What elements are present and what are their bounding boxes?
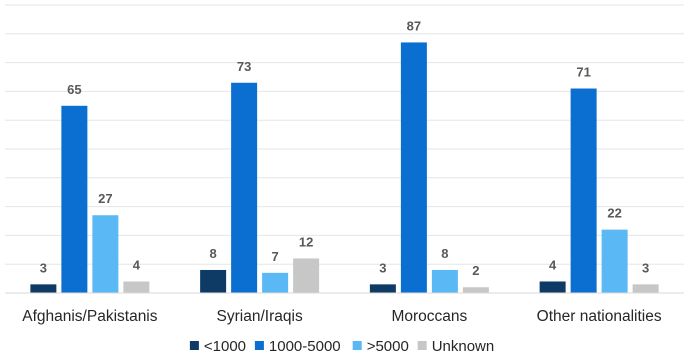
value-labels: 3 65 27 4 8 73 7 12 3 87 8 2 4 71 22 3 xyxy=(40,18,649,278)
bar xyxy=(123,281,150,293)
data-label: 8 xyxy=(210,246,217,261)
bar xyxy=(601,229,628,293)
category-label: Moroccans xyxy=(391,308,467,325)
data-label: 4 xyxy=(133,257,141,272)
data-label: 8 xyxy=(441,246,448,261)
data-label: 4 xyxy=(549,257,557,272)
data-label: 71 xyxy=(576,65,590,80)
legend-item: <1000 xyxy=(189,338,246,355)
data-label: 73 xyxy=(237,59,251,74)
legend-label: 1000-5000 xyxy=(269,338,341,355)
data-label: 12 xyxy=(299,234,313,249)
data-label: 2 xyxy=(472,263,479,278)
legend-swatch xyxy=(417,341,427,350)
data-label: 87 xyxy=(407,18,421,33)
bar xyxy=(570,88,597,294)
bar xyxy=(369,284,396,293)
bars xyxy=(30,42,659,294)
legend-label: >5000 xyxy=(367,338,409,355)
legend-swatch xyxy=(352,341,362,350)
bar xyxy=(61,105,88,293)
bar xyxy=(293,258,320,293)
data-label: 27 xyxy=(98,191,112,206)
data-label: 3 xyxy=(40,260,47,275)
bar xyxy=(431,269,458,293)
legend-swatch xyxy=(189,341,199,350)
bar xyxy=(400,42,427,293)
category-label: Afghanis/Pakistanis xyxy=(22,308,158,325)
legend-label: Unknown xyxy=(432,338,495,355)
legend-item: 1000-5000 xyxy=(254,338,341,355)
bar xyxy=(462,287,489,293)
category-label: Other nationalities xyxy=(537,308,662,325)
bar xyxy=(231,82,258,293)
bar xyxy=(200,269,227,293)
legend-label: <1000 xyxy=(204,338,246,355)
legend: <1000 1000-5000 >5000 Unknown xyxy=(189,338,495,355)
category-label: Syrian/Iraqis xyxy=(217,308,303,325)
data-label: 3 xyxy=(642,260,649,275)
bar xyxy=(92,215,119,293)
bar xyxy=(30,284,57,293)
legend-item: Unknown xyxy=(417,338,495,355)
legend-item: >5000 xyxy=(352,338,409,355)
bar xyxy=(632,284,659,293)
data-label: 22 xyxy=(607,206,621,221)
legend-swatch xyxy=(254,341,264,350)
category-labels: Afghanis/Pakistanis Syrian/Iraqis Moroccan… xyxy=(22,308,662,325)
data-label: 65 xyxy=(67,82,81,97)
bar xyxy=(262,272,289,293)
bar xyxy=(539,281,566,293)
data-label: 7 xyxy=(272,249,279,264)
data-label: 3 xyxy=(379,260,386,275)
